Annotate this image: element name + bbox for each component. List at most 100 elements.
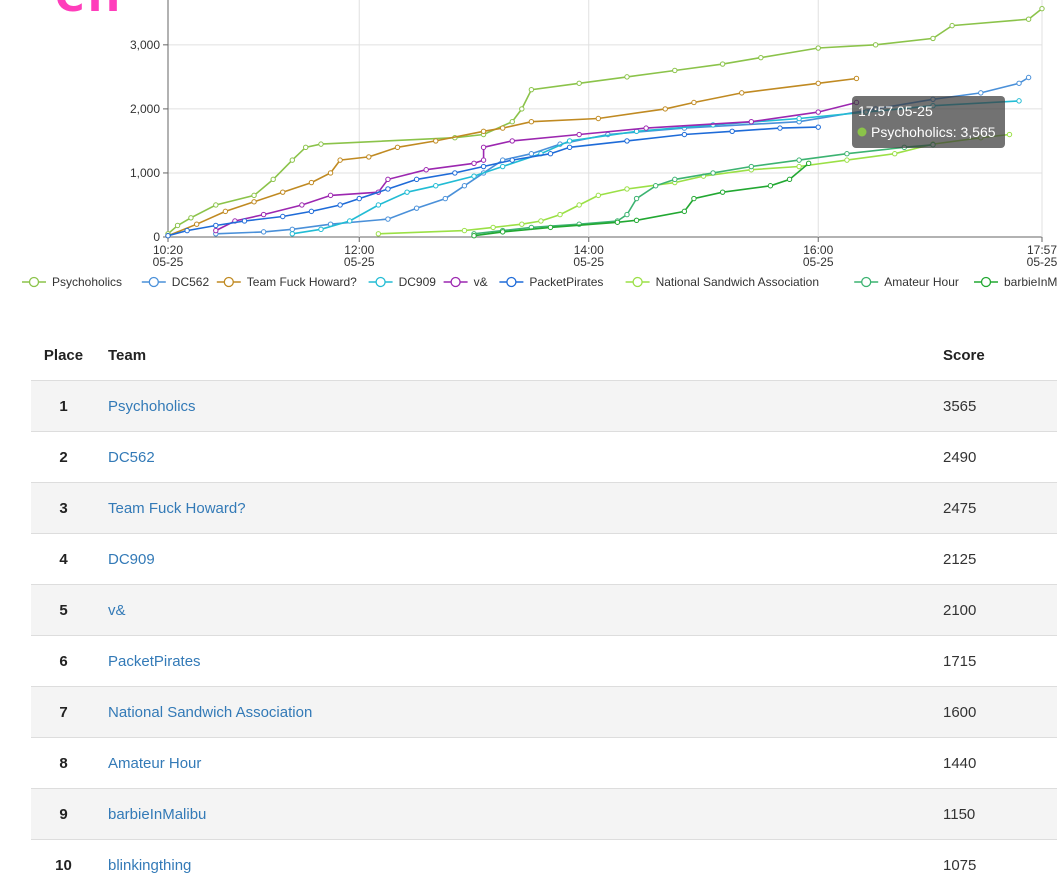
- score-cell: 2125: [943, 534, 1057, 585]
- tooltip-dot: [858, 128, 867, 137]
- data-point: [214, 223, 218, 227]
- data-point: [931, 36, 935, 40]
- place-cell: 5: [31, 585, 96, 636]
- data-point: [347, 219, 351, 223]
- legend-marker: [633, 278, 642, 287]
- data-point: [682, 209, 686, 213]
- score-cell: 1075: [943, 840, 1057, 890]
- data-point: [653, 184, 657, 188]
- data-point: [472, 174, 476, 178]
- data-point: [500, 230, 504, 234]
- data-point: [950, 23, 954, 27]
- data-point: [510, 158, 514, 162]
- data-point: [1026, 75, 1030, 79]
- legend-label: National Sandwich Association: [656, 275, 819, 289]
- data-point: [405, 190, 409, 194]
- team-link[interactable]: Amateur Hour: [96, 738, 943, 789]
- score-cell: 3565: [943, 381, 1057, 432]
- data-point: [740, 91, 744, 95]
- legend-item: DC562: [142, 275, 210, 289]
- team-link[interactable]: Psychoholics: [96, 381, 943, 432]
- team-link[interactable]: Team Fuck Howard?: [96, 483, 943, 534]
- table-row: 3 Team Fuck Howard? 2475: [31, 483, 1057, 534]
- data-point: [692, 196, 696, 200]
- legend-item: barbieInMalibu: [974, 275, 1057, 289]
- series-line: [378, 135, 1009, 234]
- data-point: [768, 184, 772, 188]
- score-cell: 2490: [943, 432, 1057, 483]
- data-point: [625, 187, 629, 191]
- legend-marker: [376, 278, 385, 287]
- team-link[interactable]: barbieInMalibu: [96, 789, 943, 840]
- data-point: [529, 87, 533, 91]
- series-5: [166, 125, 821, 238]
- data-point: [472, 161, 476, 165]
- data-point: [816, 110, 820, 114]
- score-cell: 1715: [943, 636, 1057, 687]
- team-link[interactable]: DC562: [96, 432, 943, 483]
- legend-item: DC909: [369, 275, 437, 289]
- data-point: [596, 193, 600, 197]
- x-tick-date-label: 05-25: [344, 255, 375, 269]
- legend-label: v&: [474, 275, 488, 289]
- data-point: [577, 203, 581, 207]
- score-cell: 2100: [943, 585, 1057, 636]
- legend-marker: [862, 278, 871, 287]
- table-row: 10 blinkingthing 1075: [31, 840, 1057, 890]
- team-link[interactable]: National Sandwich Association: [96, 687, 943, 738]
- data-point: [481, 164, 485, 168]
- data-point: [797, 116, 801, 120]
- place-cell: 7: [31, 687, 96, 738]
- data-point: [175, 223, 179, 227]
- data-point: [328, 193, 332, 197]
- place-cell: 1: [31, 381, 96, 432]
- place-cell: 2: [31, 432, 96, 483]
- data-point: [338, 158, 342, 162]
- data-point: [443, 196, 447, 200]
- data-point: [596, 116, 600, 120]
- data-point: [510, 120, 514, 124]
- data-point: [166, 234, 170, 238]
- data-point: [529, 152, 533, 156]
- data-point: [242, 219, 246, 223]
- data-point: [338, 203, 342, 207]
- data-point: [462, 228, 466, 232]
- data-point: [615, 220, 619, 224]
- team-link[interactable]: v&: [96, 585, 943, 636]
- score-cell: 1150: [943, 789, 1057, 840]
- team-link[interactable]: DC909: [96, 534, 943, 585]
- x-tick-date-label: 05-25: [153, 255, 184, 269]
- data-point: [797, 158, 801, 162]
- x-tick-date-label: 05-25: [1027, 255, 1057, 269]
- data-point: [673, 177, 677, 181]
- team-link[interactable]: blinkingthing: [96, 840, 943, 890]
- place-cell: 4: [31, 534, 96, 585]
- data-point: [367, 155, 371, 159]
- data-point: [453, 171, 457, 175]
- series-line: [168, 127, 818, 236]
- table-row: 7 National Sandwich Association 1600: [31, 687, 1057, 738]
- data-point: [395, 145, 399, 149]
- data-point: [271, 177, 275, 181]
- legend-marker: [224, 278, 233, 287]
- data-point: [261, 212, 265, 216]
- data-point: [414, 177, 418, 181]
- legend-item: National Sandwich Association: [626, 275, 819, 289]
- data-point: [481, 158, 485, 162]
- data-point: [720, 190, 724, 194]
- data-point: [303, 145, 307, 149]
- data-point: [854, 76, 858, 80]
- data-point: [481, 129, 485, 133]
- legend-item: Team Fuck Howard?: [217, 275, 357, 289]
- score-cell: 2475: [943, 483, 1057, 534]
- data-point: [634, 218, 638, 222]
- score-chart: 01,0002,0003,00010:2005-2512:0005-2514:0…: [0, 0, 1057, 300]
- place-cell: 6: [31, 636, 96, 687]
- data-point: [309, 180, 313, 184]
- team-link[interactable]: PacketPirates: [96, 636, 943, 687]
- data-point: [300, 203, 304, 207]
- data-point: [816, 125, 820, 129]
- data-point: [692, 100, 696, 104]
- data-point: [787, 177, 791, 181]
- data-point: [1017, 81, 1021, 85]
